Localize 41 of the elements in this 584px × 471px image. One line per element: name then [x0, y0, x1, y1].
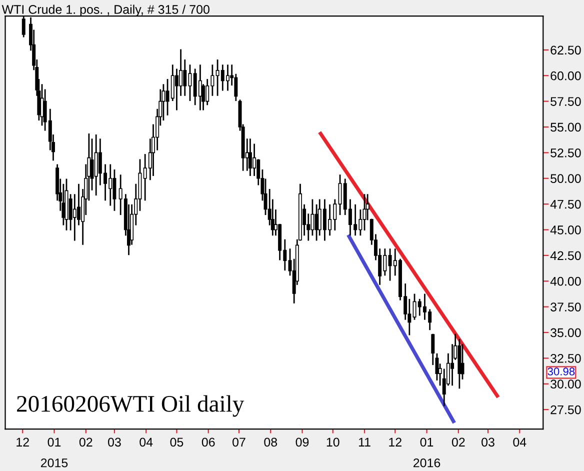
candlestick	[174, 68, 178, 110]
y-tick-label: 60.00	[550, 71, 581, 80]
x-tick-label: 01 2016	[413, 438, 440, 468]
x-tick-label: 09	[296, 438, 309, 447]
candlestick	[94, 134, 98, 196]
y-tick-label: 35.00	[550, 328, 581, 338]
candlestick	[248, 138, 252, 176]
x-tick-label: 03	[108, 438, 121, 447]
y-tick-label: 57.50	[550, 97, 581, 106]
x-tick-label: 03	[482, 438, 494, 447]
x-tick-label: 07	[232, 438, 246, 447]
x-tick-label: 10	[326, 438, 340, 447]
y-tick-label: 50.00	[550, 174, 581, 184]
y-tick-label: 62.50	[550, 46, 581, 55]
x-tick-label: 08	[264, 438, 278, 447]
y-tick-label: 55.00	[550, 122, 581, 132]
x-tick-label: 02	[79, 438, 92, 447]
y-tick-label: 32.50	[550, 354, 581, 363]
y-tick-label: 52.50	[550, 148, 581, 158]
candlestick	[362, 194, 366, 230]
x-tick-label: 06	[202, 438, 215, 447]
x-tick-label: 05	[170, 438, 184, 447]
y-tick-label: 37.50	[550, 302, 581, 312]
y-tick-label: 45.00	[550, 226, 581, 234]
text: 30.98	[548, 368, 575, 376]
y-tick-label: 27.50	[550, 405, 581, 414]
x-tick-label: 01 2015	[40, 438, 68, 468]
x-tick-label: 02	[452, 438, 465, 447]
x-tick-label: 04	[140, 438, 153, 447]
x-tick-label: 11	[358, 438, 370, 446]
x-tick-label: 12	[16, 438, 29, 446]
y-tick-label: 30.00	[550, 380, 581, 389]
x-tick-label: 12	[389, 438, 402, 446]
y-tick-label: 42.50	[550, 251, 581, 260]
y-tick-label: 40.00	[550, 276, 581, 286]
chart-title: WTI Crude 1. pos. , Daily, # 315 / 700	[2, 4, 210, 16]
annotation: 20160206WTI Oil daily	[17, 395, 244, 417]
candlestick	[460, 344, 464, 380]
candlestick	[72, 194, 76, 241]
x-tick-label: 04	[513, 438, 526, 447]
y-tick-label: 47.50	[550, 200, 581, 209]
